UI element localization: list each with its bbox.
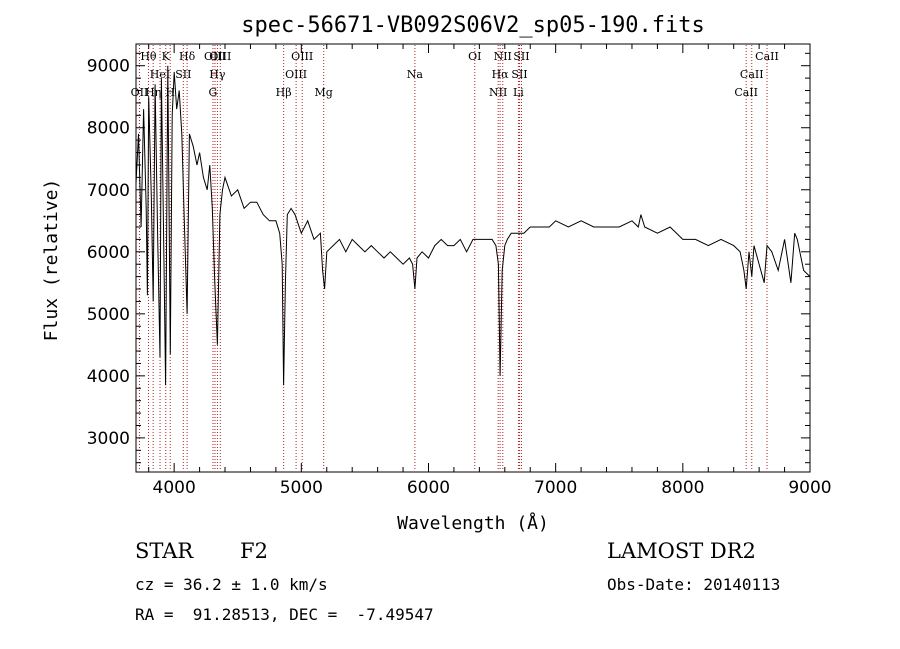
coordinates-readout: RA = 91.28513, DEC = -7.49547 — [135, 605, 434, 624]
x-tick-label: 5000 — [280, 478, 323, 498]
y-tick-label: 4000 — [87, 367, 130, 387]
spectral-line-label: OII — [131, 86, 149, 99]
spectral-line-label: OI — [468, 50, 481, 63]
observation-date: Obs-Date: 20140113 — [607, 575, 781, 594]
spectral-line-label: Hα — [492, 68, 510, 81]
y-tick-label: 5000 — [87, 305, 130, 325]
spectral-line-label: Hδ — [179, 50, 196, 63]
spectral-line-label: G — [209, 86, 218, 99]
spectral-line-label: NII — [489, 86, 507, 99]
y-tick-label: 7000 — [87, 181, 130, 201]
spectral-line-label: CaII — [740, 68, 764, 81]
x-tick-label: 4000 — [153, 478, 196, 498]
x-axis-label: Wavelength (Å) — [397, 512, 549, 534]
spectral-line-label: Mg — [315, 86, 333, 99]
spectral-line-label: OIII — [204, 50, 226, 63]
object-class: STAR — [135, 539, 194, 563]
x-tick-label: 6000 — [407, 478, 450, 498]
y-tick-label: 6000 — [87, 243, 130, 263]
spectral-line-label: SII — [175, 68, 191, 81]
spectral-line-label: Li — [513, 86, 524, 99]
spectral-line-label: OIII — [291, 50, 313, 63]
y-tick-label: 8000 — [87, 119, 130, 139]
y-tick-label: 9000 — [87, 57, 130, 77]
spectral-line-label: H — [165, 86, 175, 99]
spectral-line-label: CaII — [755, 50, 779, 63]
chart-title: spec-56671-VB092S06V2_sp05-190.fits — [241, 13, 705, 38]
spectral-line-label: NII — [494, 50, 512, 63]
spectral-line-label: HeI — [150, 68, 170, 81]
spectral-line-label: OIII — [285, 68, 307, 81]
y-tick-label: 3000 — [87, 429, 130, 449]
spectral-line-label: Hγ — [209, 68, 226, 81]
spectral-line-label: SII — [513, 50, 529, 63]
spectral-line-label: Na — [407, 68, 424, 81]
spectral-line-label: Hη — [145, 86, 161, 99]
spectral-line-label: SII — [511, 68, 527, 81]
x-tick-label: 8000 — [661, 478, 704, 498]
x-tick-label: 7000 — [534, 478, 577, 498]
y-axis-label: Flux (relative) — [41, 179, 62, 342]
spectral-line-markers — [138, 45, 768, 471]
spectral-line-label: Hθ — [140, 50, 157, 63]
spectrum-line — [135, 65, 811, 386]
spectral-line-label: Hβ — [276, 86, 292, 99]
x-tick-label: 9000 — [788, 478, 831, 498]
axis-ticks: 4000 5000 6000 7000 8000 9000 3000 4000 5000 6000… — [87, 44, 832, 498]
plot-frame — [135, 43, 811, 473]
survey-name: LAMOST DR2 — [607, 539, 756, 563]
spectral-line-label: K — [162, 50, 171, 63]
spectral-line-label: CaII — [734, 86, 758, 99]
spectral-line-label: OIII — [209, 50, 231, 63]
spectral-subclass: F2 — [240, 539, 268, 563]
redshift-readout: cz = 36.2 ± 1.0 km/s — [135, 575, 328, 594]
